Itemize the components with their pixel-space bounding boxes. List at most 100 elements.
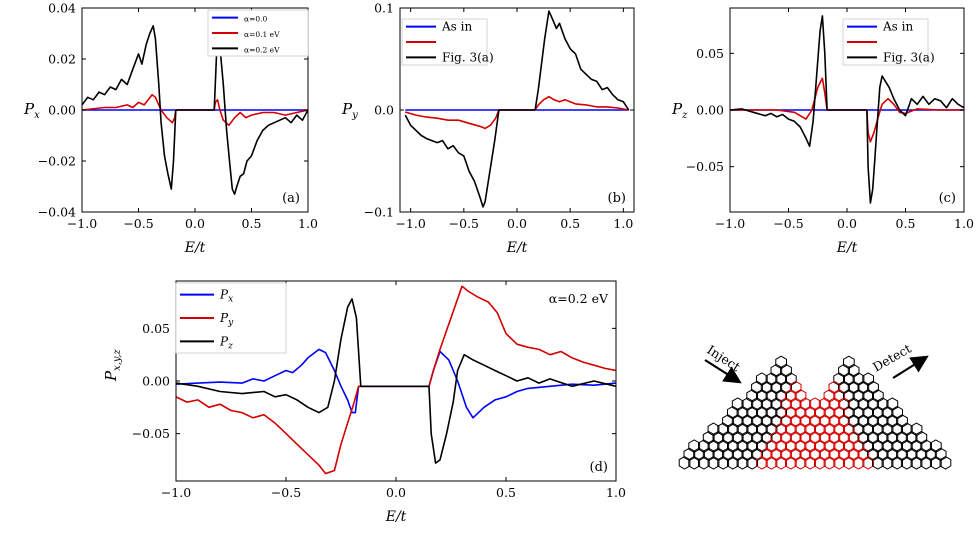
lattice-hexagon	[862, 372, 874, 386]
series-line-c-2	[730, 15, 964, 204]
lattice-hexagon	[852, 405, 865, 420]
lattice-hexagon	[881, 439, 894, 453]
spin-region-hexagon	[804, 439, 816, 453]
lattice-hexagon	[862, 405, 874, 420]
lattice-hexagon	[920, 456, 932, 470]
spin-region-hexagon	[843, 439, 855, 453]
spin-region-hexagon	[794, 405, 807, 420]
x-tick-label: −0.5	[123, 216, 153, 231]
lattice-hexagon	[872, 422, 884, 437]
spin-region-hexagon	[789, 430, 802, 445]
lattice-hexagon	[727, 405, 739, 420]
spin-region-hexagon	[794, 456, 807, 470]
lattice-hexagon	[857, 397, 870, 411]
legend-label: Fig. 3(a)	[883, 50, 935, 64]
spin-region-hexagon	[838, 430, 850, 445]
lattice-hexagon	[770, 380, 783, 395]
spin-region-hexagon	[814, 405, 826, 420]
x-tick-label: −1.0	[715, 216, 745, 231]
lattice-hexagon	[867, 380, 879, 395]
lattice-hexagon	[881, 405, 894, 420]
lattice-hexagon	[756, 405, 768, 420]
lattice-hexagon	[847, 363, 860, 378]
spin-region-hexagon	[828, 430, 841, 445]
lattice-hexagon	[920, 439, 932, 453]
spin-region-hexagon	[838, 414, 850, 428]
lattice-hexagon	[751, 430, 763, 445]
lattice-hexagon	[847, 414, 860, 428]
lattice-hexagon	[876, 397, 889, 411]
y-axis-label: Px,y,z	[102, 349, 123, 382]
spin-region-hexagon	[852, 439, 865, 453]
lattice-hexagon	[872, 456, 884, 470]
y-tick-label: −0.05	[686, 159, 724, 174]
lattice-hexagon	[736, 456, 749, 470]
spin-region-hexagon	[809, 430, 821, 445]
spin-region-hexagon	[775, 439, 787, 453]
lattice-hexagon	[770, 363, 783, 378]
spin-region-hexagon	[785, 439, 797, 453]
lattice-hexagon	[896, 414, 908, 428]
spin-region-hexagon	[828, 397, 841, 411]
y-tick-label: 0.00	[48, 103, 76, 118]
lattice-hexagon	[765, 372, 778, 386]
lattice-hexagon	[910, 422, 923, 437]
panel-label: (c)	[939, 191, 956, 206]
spin-region-hexagon	[814, 456, 826, 470]
lattice-hexagon	[727, 456, 739, 470]
spin-region-hexagon	[789, 397, 802, 411]
lattice-hexagon	[722, 414, 734, 428]
lattice-hexagon	[717, 439, 730, 453]
lattice-hexagon	[929, 456, 942, 470]
panel-b: −1.0 −0.5 0.0 0.5 1.0 −0.1 0.0 0.1 E/t Py (b) As in…	[341, 1, 635, 256]
spin-region-hexagon	[804, 456, 816, 470]
lattice-hexagon	[886, 414, 899, 428]
y-tick-label: 0.02	[48, 52, 76, 67]
lattice-hexagon	[751, 414, 763, 428]
inject-arrow	[704, 359, 742, 384]
spin-region-hexagon	[804, 422, 816, 437]
spin-region-hexagon	[775, 422, 787, 437]
spin-region-hexagon	[770, 430, 783, 445]
y-tick-label: 0.1	[374, 1, 394, 16]
lattice-hexagon	[731, 397, 744, 411]
y-axis-label: Pz	[671, 100, 688, 121]
lattice-hexagon	[862, 389, 874, 403]
lattice-hexagon	[867, 430, 879, 445]
x-tick-label: 0.0	[837, 216, 857, 231]
lattice-hexagon	[756, 439, 768, 453]
panel-c: −1.0 −0.5 0.0 0.5 1.0 −0.05 0.00 0.05 E/t Pz (c) As…	[671, 7, 974, 256]
lattice-hexagon	[862, 422, 874, 437]
x-tick-label: 1.0	[954, 216, 974, 231]
lattice-hexagon	[765, 405, 778, 420]
panel-label: (d)	[590, 460, 608, 475]
x-tick-label: −0.5	[271, 485, 301, 500]
lattice-hexagon	[838, 380, 850, 395]
lattice-hexagon	[872, 389, 884, 403]
legend-label: As in	[441, 20, 472, 34]
lattice-hexagon	[843, 355, 855, 370]
y-tick-label: −0.04	[38, 205, 76, 220]
panel-d: −1.0 −0.5 0.0 0.5 1.0 −0.05 0.00 0.05 E/t Px,y,z (…	[102, 280, 626, 525]
spin-region-hexagon	[818, 414, 831, 428]
spin-region-hexagon	[833, 405, 845, 420]
lattice-hexagon	[722, 430, 734, 445]
spin-region-hexagon	[814, 439, 826, 453]
x-tick-label: 1.0	[298, 216, 318, 231]
lattice-hexagon	[775, 389, 787, 403]
lattice-hexagon	[717, 456, 730, 470]
lattice-hexagon	[741, 447, 754, 462]
spin-region-hexagon	[823, 405, 836, 420]
spin-region-hexagon	[828, 414, 841, 428]
lattice-hexagon	[876, 430, 889, 445]
lattice-hexagon	[741, 397, 754, 411]
series-line-a-2	[82, 24, 308, 195]
lattice-hexagon	[876, 447, 889, 462]
series-line-d-2	[176, 298, 616, 464]
lattice-hexagon	[688, 456, 701, 470]
lattice-hexagon	[698, 439, 710, 453]
series-line-d-0	[176, 348, 616, 419]
spin-region-hexagon	[809, 397, 821, 411]
y-tick-label: 0.00	[142, 374, 170, 389]
lattice-hexagon	[746, 405, 758, 420]
